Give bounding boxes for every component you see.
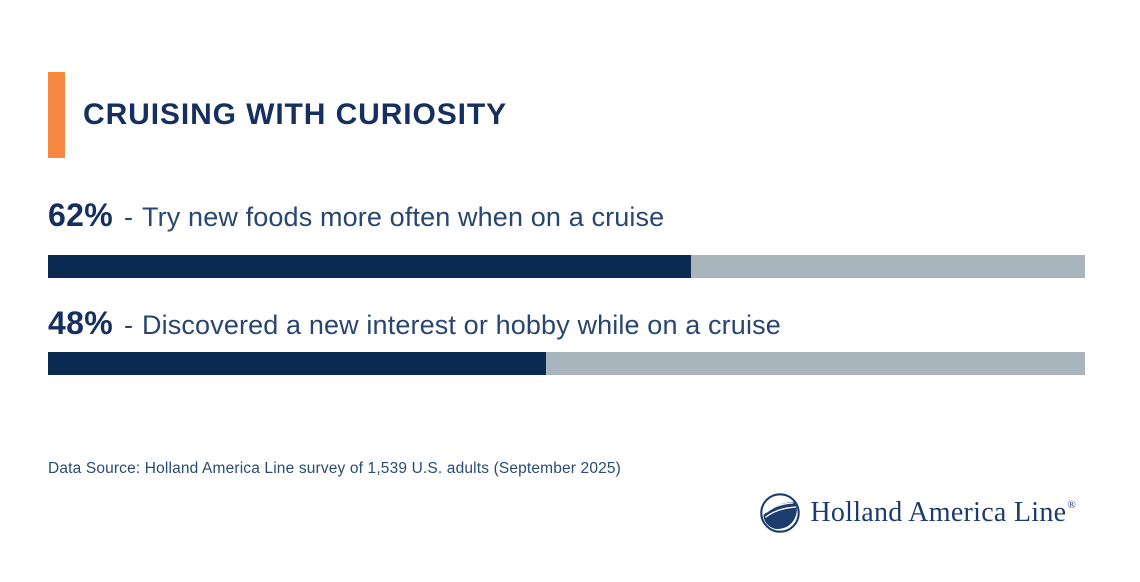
ship-icon xyxy=(760,493,801,533)
stat-row-label: 48% - Discovered a new interest or hobby… xyxy=(48,305,781,342)
header: CRUISING WITH CURIOSITY xyxy=(48,72,507,158)
stat-value: 48% xyxy=(48,305,114,341)
page-title: CRUISING WITH CURIOSITY xyxy=(83,98,508,131)
separator: - xyxy=(124,310,134,340)
logo-wordmark: Holland America Line® xyxy=(810,497,1076,529)
bar-fill xyxy=(48,352,546,375)
accent-bar xyxy=(48,72,65,158)
stat-label: Discovered a new interest or hobby while… xyxy=(142,310,781,340)
separator: - xyxy=(124,202,134,232)
bar-fill xyxy=(48,255,691,278)
bar-track xyxy=(48,255,1085,278)
holland-america-line-logo: Holland America Line® xyxy=(759,492,1076,534)
logo-text: Holland America Line xyxy=(810,497,1067,528)
data-source-note: Data Source: Holland America Line survey… xyxy=(48,460,621,477)
registered-mark: ® xyxy=(1067,499,1076,511)
stat-label: Try new foods more often when on a cruis… xyxy=(142,202,665,232)
bar-track xyxy=(48,352,1085,375)
stat-value: 62% xyxy=(48,197,114,233)
stat-row-label: 62% - Try new foods more often when on a… xyxy=(48,197,664,234)
